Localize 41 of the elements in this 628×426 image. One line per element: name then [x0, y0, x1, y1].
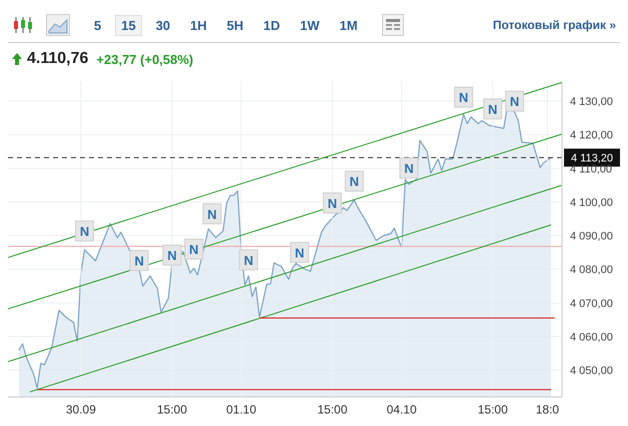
x-tick-label: 18:0 [536, 402, 560, 417]
y-tick-label: 4 050,00 [570, 365, 613, 378]
x-tick-label: 01.10 [226, 402, 257, 417]
y-tick-label: 4 110,00 [570, 163, 612, 176]
text: 5 [93, 16, 102, 34]
data-label: N [458, 90, 468, 106]
text: 1H [189, 16, 208, 34]
y-tick-label: 4 080,00 [570, 264, 613, 276]
text: 1W [299, 16, 321, 34]
chart-title: 4.110,76 [27, 50, 88, 68]
data-label: N [488, 102, 498, 117]
data-label: N [207, 206, 217, 222]
data-label: N [404, 161, 414, 176]
y-tick-label: 4 120,00 [570, 130, 613, 142]
ref-line-label: 4 113,20 [570, 152, 614, 165]
y-tick-label: 4 090,00 [570, 230, 613, 243]
text: 30 [154, 16, 172, 34]
x-tick-label: 15:00 [317, 402, 348, 417]
y-tick-label: 4 070,00 [570, 298, 613, 310]
text: 15 [115, 14, 142, 36]
x-tick-label: 15:00 [157, 402, 188, 417]
text: 1M [338, 16, 359, 34]
y-tick-label: 4 100,00 [570, 196, 613, 209]
chart-subtitle: +23,77 (+0,58%) [96, 52, 194, 66]
data-label: N [350, 174, 359, 190]
x-tick-label: 15:00 [478, 402, 508, 417]
data-label: N [189, 242, 199, 258]
x-tick-label: 30.09 [66, 402, 96, 417]
data-label: N [167, 248, 177, 264]
data-label: N [244, 252, 254, 268]
data-label: N [294, 245, 304, 260]
y-tick-label: 4 060,00 [570, 331, 613, 344]
y-tick-label: 4 130,00 [570, 96, 613, 108]
data-label: N [328, 196, 338, 212]
text: Потоковый график » [492, 18, 616, 32]
data-label: N [80, 224, 90, 239]
text: 5H [226, 16, 244, 34]
data-label: N [510, 94, 520, 110]
x-tick-label: 04.10 [386, 402, 417, 417]
text: 1D [262, 16, 282, 34]
data-label: N [134, 254, 144, 269]
